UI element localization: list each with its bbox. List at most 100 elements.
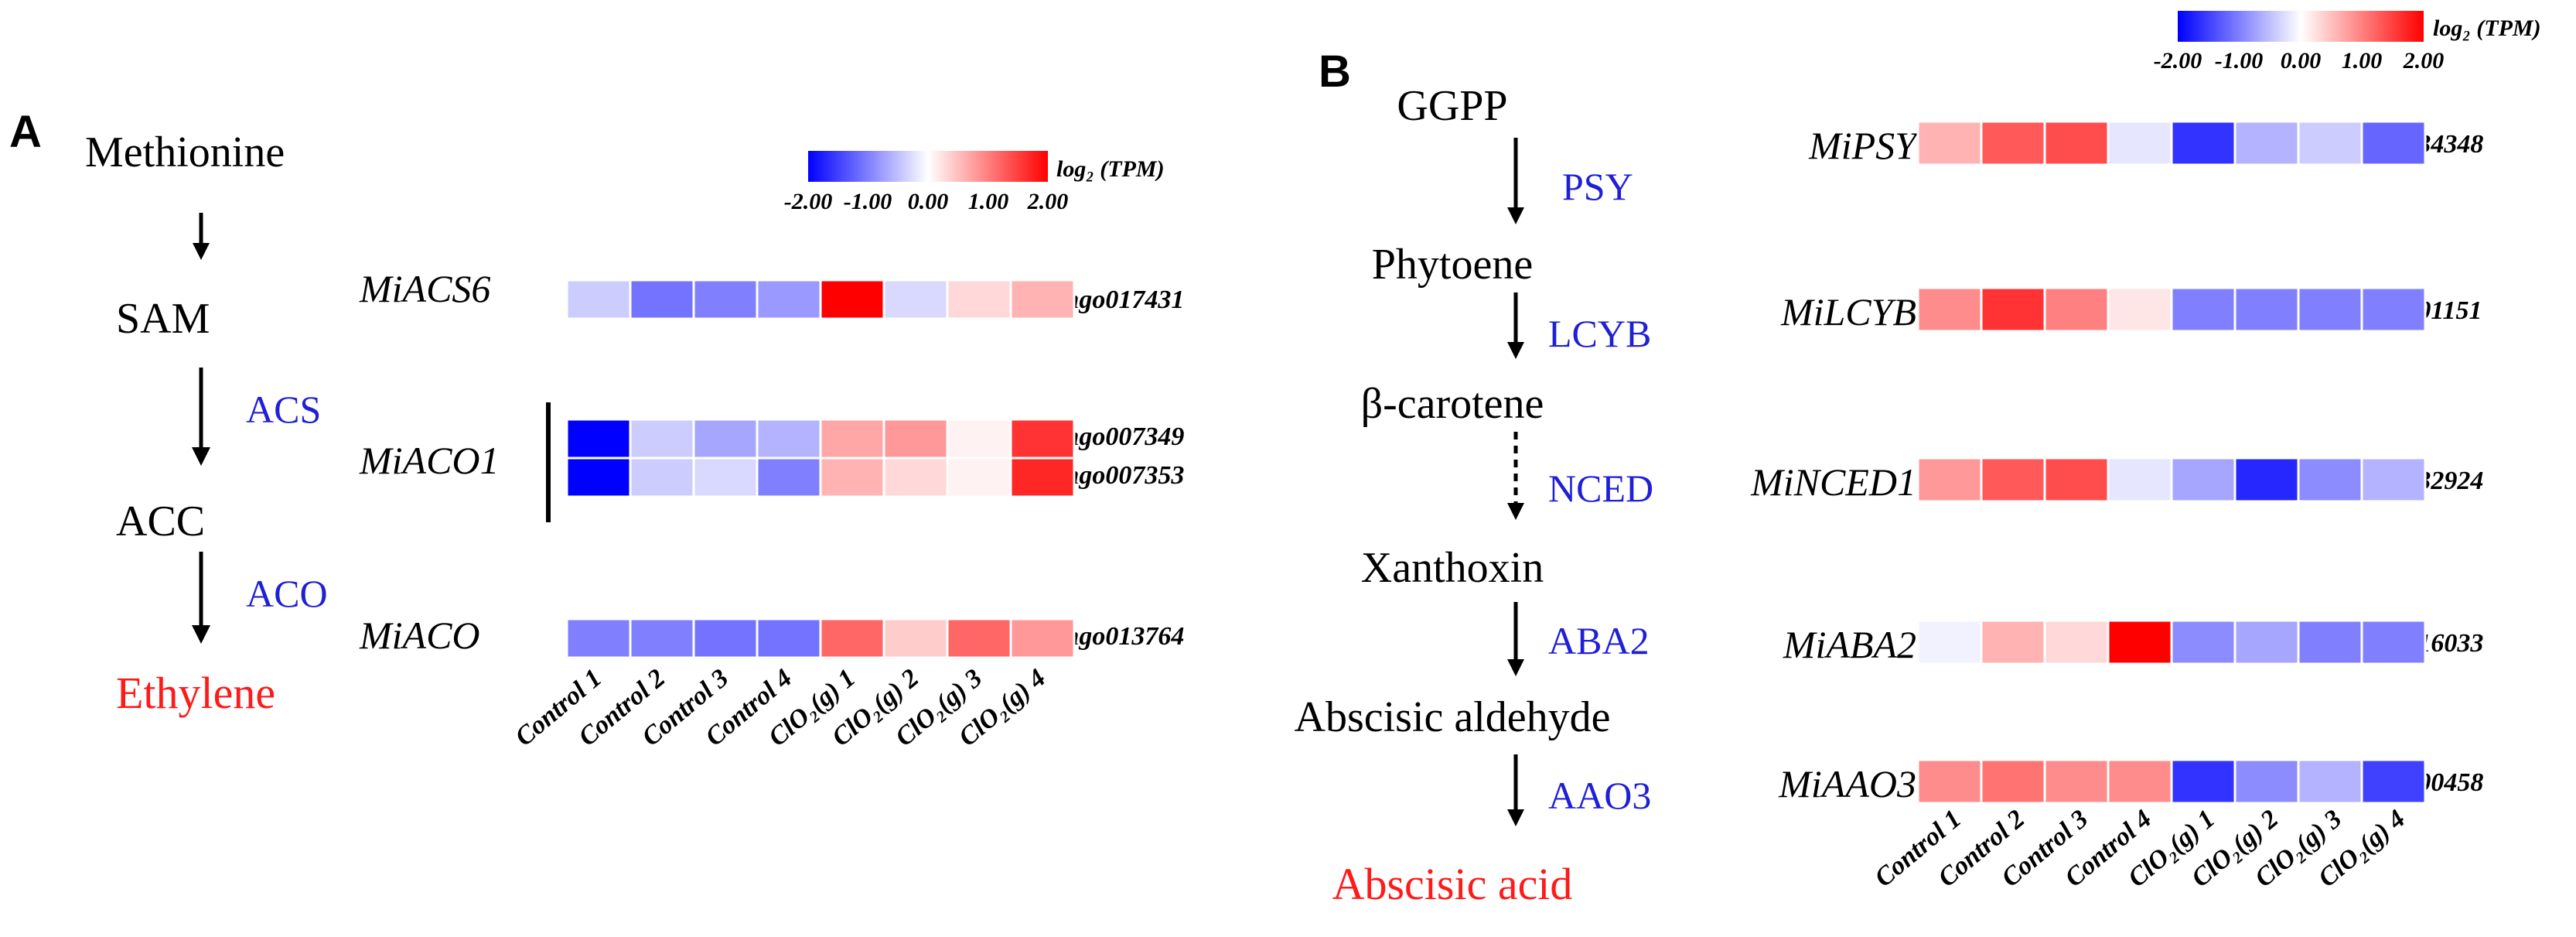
- heatmap-cell-mango007353-5: [819, 457, 885, 498]
- arrow-sam-acc: [192, 368, 210, 466]
- heatmap-cell-mango034348-3: [2043, 120, 2110, 166]
- heatmap-cell-mango034348-2: [1980, 120, 2046, 166]
- legend-tick: -2.00: [2154, 48, 2202, 74]
- heatmap-cell-mango001151-7: [2297, 286, 2363, 333]
- legend-tick: -1.00: [844, 189, 892, 214]
- metabolite-beta-carotene: β-carotene: [1361, 380, 1544, 428]
- gene-name-mipsy: MiPSY: [1808, 124, 1920, 167]
- enzyme-aao3: AAO3: [1548, 774, 1651, 817]
- arrow-aldehyde-acid: [1507, 754, 1524, 826]
- heatmap-cell-mango016033-7: [2297, 619, 2363, 665]
- heatmap-cell-mango034348-4: [2107, 120, 2173, 166]
- heatmap-cell-mango007349-4: [756, 418, 822, 460]
- heatmap-cell-mango001151-5: [2170, 286, 2237, 333]
- heatmap-cell-mango034348-7: [2297, 120, 2363, 166]
- heatmap-cell-mango017431-2: [629, 279, 695, 320]
- panel-b-aba-pathway: B GGPP Phytoene β-carotene Xanthoxin Abs…: [1253, 0, 2576, 937]
- legend-tick: 1.00: [2342, 48, 2383, 74]
- metabolite-abscisic-acid: Abscisic acid: [1332, 859, 1573, 909]
- legend-colorbar: [808, 151, 1048, 182]
- legend-tick: -1.00: [2215, 48, 2264, 74]
- legend-tick: 0.00: [908, 189, 949, 214]
- metabolite-phytoene: Phytoene: [1372, 241, 1533, 289]
- heatmap-cell-mango007349-2: [629, 418, 695, 460]
- gene-name-miacs6: MiACS6: [359, 267, 490, 310]
- column-labels-a: Control 1 Control 2 Control 3 Control 4 …: [510, 664, 1051, 752]
- heatmap-cell-mango017431-1: [565, 279, 632, 320]
- enzyme-psy: PSY: [1562, 165, 1633, 208]
- heatmap-cell-mango007353-7: [946, 457, 1012, 498]
- enzyme-acs: ACS: [246, 388, 321, 431]
- heatmap-cell-mango013764-2: [629, 617, 695, 659]
- heatmap-cell-mango032924-2: [1980, 457, 2046, 503]
- legend-tick: 2.00: [2403, 48, 2445, 74]
- heatmap-cell-mango001151-3: [2043, 286, 2110, 333]
- heatmap-cell-mango016033-3: [2043, 619, 2110, 665]
- heatmap-cell-mango000458-1: [1916, 758, 1983, 805]
- panel-label-a: A: [9, 107, 42, 157]
- heatmap-cell-mango007349-6: [882, 418, 949, 460]
- arrow-methionine-sam: [193, 213, 210, 260]
- bracket-miaco1: [546, 402, 551, 522]
- legend-a: log₂ (TPM) -2.00 -1.00 0.00 1.00 2.00: [784, 151, 1165, 214]
- metabolite-methionine: Methionine: [85, 128, 285, 176]
- heatmap-cell-mango032924-1: [1916, 457, 1983, 503]
- heatmap-a-cells: [565, 279, 1076, 659]
- heatmap-b-cells: [1916, 120, 2427, 805]
- heatmap-cell-mango017431-8: [1009, 279, 1076, 320]
- heatmap-cell-mango032924-3: [2043, 457, 2110, 503]
- metabolite-ggpp: GGPP: [1397, 82, 1507, 130]
- heatmap-cell-mango032924-8: [2360, 457, 2427, 503]
- enzyme-aba2: ABA2: [1548, 619, 1650, 662]
- enzyme-aco: ACO: [246, 572, 328, 615]
- heatmap-cell-mango001151-1: [1916, 286, 1983, 333]
- heatmap-cell-mango007349-3: [692, 418, 759, 460]
- heatmap-cell-mango007353-2: [629, 457, 695, 498]
- heatmap-cell-mango013764-7: [946, 617, 1012, 659]
- heatmap-cell-mango001151-4: [2107, 286, 2173, 333]
- heatmap-cell-mango007349-5: [819, 418, 885, 460]
- heatmap-cell-mango034348-1: [1916, 120, 1983, 166]
- gene-name-minced1: MiNCED1: [1750, 460, 1916, 504]
- gene-name-miaco: MiACO: [359, 614, 480, 657]
- column-labels-b: Control 1 Control 2 Control 3 Control 4 …: [1869, 805, 2411, 893]
- heatmap-cell-mango016033-4: [2107, 619, 2173, 665]
- heatmap-cell-mango016033-6: [2233, 619, 2300, 665]
- panel-label-b: B: [1319, 46, 1351, 97]
- heatmap-cell-mango032924-4: [2107, 457, 2173, 503]
- arrow-xanthoxin-aldehyde: [1507, 602, 1524, 676]
- heatmap-cell-mango000458-6: [2233, 758, 2300, 805]
- legend-title: log₂ (TPM): [2433, 15, 2541, 41]
- heatmap-cell-mango016033-8: [2360, 619, 2427, 665]
- legend-tick: -2.00: [784, 189, 833, 214]
- heatmap-cell-mango016033-1: [1916, 619, 1983, 665]
- heatmap-cell-mango000458-4: [2107, 758, 2173, 805]
- heatmap-cell-mango016033-5: [2170, 619, 2237, 665]
- legend-colorbar: [2178, 11, 2424, 42]
- heatmap-cell-mango017431-6: [882, 279, 949, 320]
- heatmap-cell-mango000458-7: [2297, 758, 2363, 805]
- panel-b-svg: B GGPP Phytoene β-carotene Xanthoxin Abs…: [1295, 11, 2541, 909]
- metabolite-sam: SAM: [116, 295, 210, 343]
- heatmap-cell-mango034348-6: [2233, 120, 2300, 166]
- heatmap-cell-mango000458-5: [2170, 758, 2237, 805]
- legend-tick: 2.00: [1027, 189, 1069, 214]
- heatmap-cell-mango016033-2: [1980, 619, 2046, 665]
- enzyme-lcyb: LCYB: [1548, 312, 1651, 355]
- metabolite-xanthoxin: Xanthoxin: [1361, 544, 1544, 592]
- heatmap-cell-mango017431-5: [819, 279, 885, 320]
- heatmap-cell-mango013764-8: [1009, 617, 1076, 659]
- gene-name-miaco1: MiACO1: [359, 439, 500, 482]
- heatmap-cell-mango034348-8: [2360, 120, 2427, 166]
- heatmap-cell-mango001151-2: [1980, 286, 2046, 333]
- heatmap-cell-mango032924-5: [2170, 457, 2237, 503]
- arrow-phytoene-betacarotene: [1507, 292, 1524, 359]
- heatmap-cell-mango034348-5: [2170, 120, 2237, 166]
- heatmap-cell-mango007353-6: [882, 457, 949, 498]
- heatmap-cell-mango032924-6: [2233, 457, 2300, 503]
- heatmap-cell-mango007349-8: [1009, 418, 1076, 460]
- heatmap-cell-mango001151-8: [2360, 286, 2427, 333]
- gene-name-miaao3: MiAAO3: [1778, 762, 1916, 805]
- metabolite-acc: ACC: [116, 498, 205, 545]
- enzyme-nced: NCED: [1548, 467, 1653, 510]
